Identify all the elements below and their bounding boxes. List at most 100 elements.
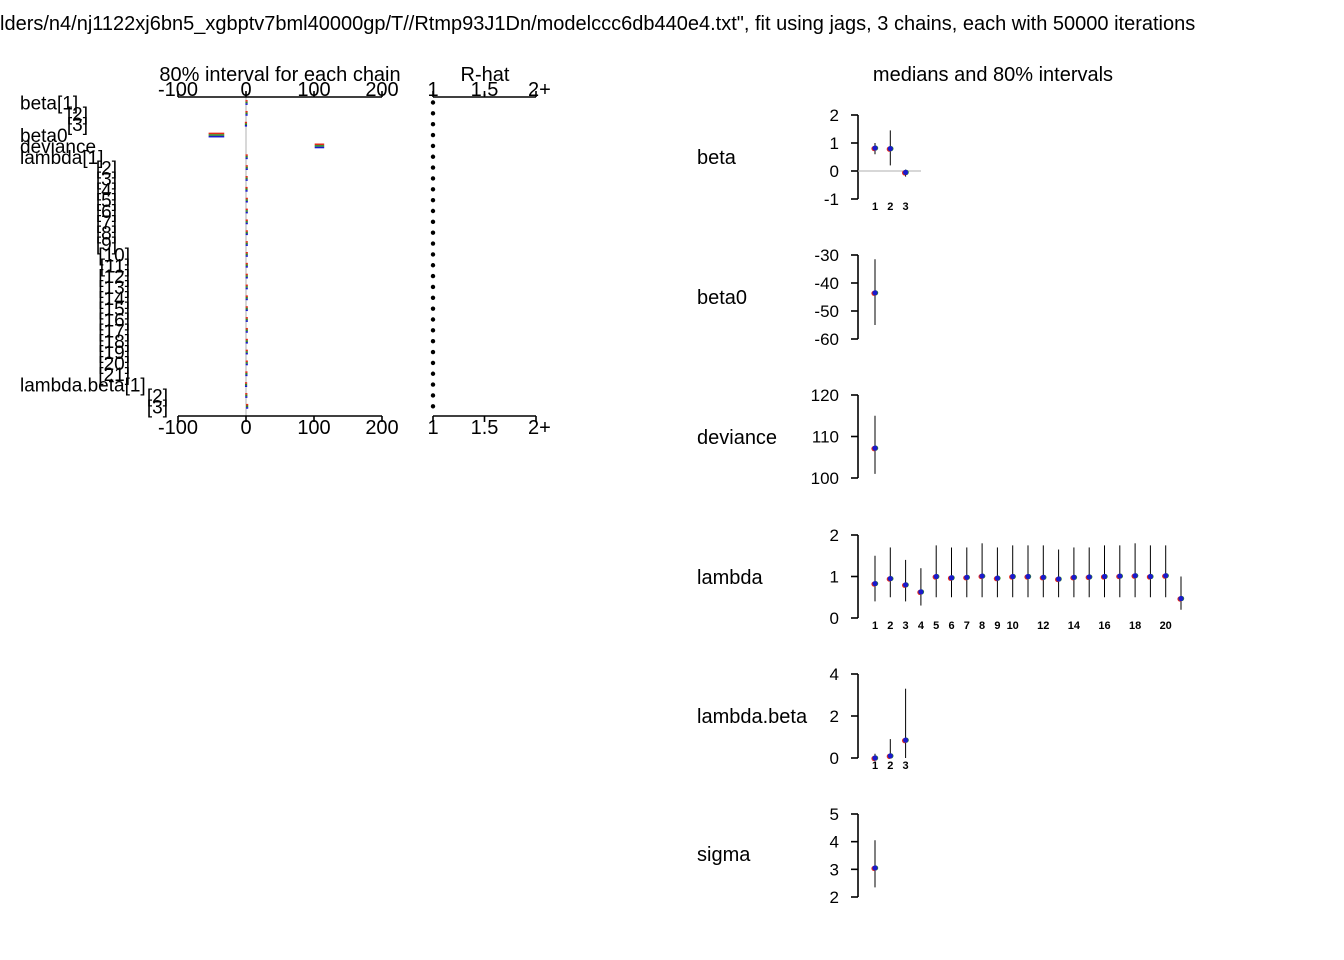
x-tick-label: 1 xyxy=(872,620,878,632)
parameter-label: [17] xyxy=(98,321,130,342)
rhat-panel: 1 1.5 2+ 1 1.5 2+ xyxy=(427,79,550,439)
parameter-label: [12] xyxy=(98,267,130,288)
rhat-tick-label-bottom: 1 xyxy=(427,417,438,439)
parameter-label: [2] xyxy=(147,386,168,407)
parameter-label: [10] xyxy=(98,245,130,266)
interval-tick-label-bottom: -100 xyxy=(158,417,198,439)
rhat-point xyxy=(430,306,436,311)
rhat-point xyxy=(430,111,436,116)
rhat-point xyxy=(430,187,436,192)
y-tick-label: 0 xyxy=(830,749,839,768)
parameter-label: [6] xyxy=(96,202,117,223)
rhat-tick-label-top: 2+ xyxy=(528,79,551,101)
param-plot-beta0: beta0 -30 -40 -50 -60 xyxy=(697,246,879,349)
parameter-label: [5] xyxy=(96,191,117,212)
median-point xyxy=(872,755,878,761)
parameter-label: lambda[1] xyxy=(20,148,103,169)
parameter-label: [13] xyxy=(98,278,130,299)
rhat-point xyxy=(430,165,436,170)
y-tick-label: 2 xyxy=(830,707,839,726)
y-tick-label: -1 xyxy=(824,190,839,209)
y-tick-label: 5 xyxy=(830,805,839,824)
rhat-tick-label-top: 1.5 xyxy=(471,79,499,101)
rhat-point xyxy=(430,382,436,387)
rhat-point xyxy=(430,273,436,279)
parameter-label: [14] xyxy=(98,289,130,310)
median-point xyxy=(887,575,893,582)
param-name: deviance xyxy=(697,427,777,449)
rhat-point xyxy=(430,295,436,300)
rhat-point xyxy=(430,349,436,355)
x-tick-label: 2 xyxy=(887,760,893,772)
rhat-point xyxy=(430,252,436,257)
parameter-label: [11] xyxy=(100,256,130,277)
parameter-label: [18] xyxy=(98,332,130,353)
median-point xyxy=(1010,573,1016,580)
median-point xyxy=(872,145,878,151)
interval-tick-label-top: 200 xyxy=(365,79,398,101)
median-point xyxy=(887,146,893,152)
chain-interval-panel: -100 0 100 200-100 0 100 200beta[1][2][3]beta0… xyxy=(20,79,399,439)
rhat-point xyxy=(430,143,436,149)
rhat-point xyxy=(430,197,436,203)
interval-tick-label-bottom: 0 xyxy=(240,417,251,439)
rhat-point xyxy=(430,404,436,409)
rhat-tick-label-bottom: 2+ xyxy=(528,417,551,439)
parameter-label: beta[1] xyxy=(20,94,78,115)
median-point xyxy=(903,582,909,588)
parameter-label: [8] xyxy=(96,224,117,245)
interval-panel-title: 80% interval for each chain xyxy=(159,64,400,86)
parameter-label: [2] xyxy=(96,159,117,180)
rhat-point xyxy=(430,263,436,268)
x-tick-label: 9 xyxy=(994,620,1000,632)
medians-panel-title: medians and 80% intervals xyxy=(873,64,1113,86)
x-tick-label: 2 xyxy=(887,620,893,632)
interval-tick-label-bottom: 200 xyxy=(365,417,398,439)
parameter-label: [4] xyxy=(96,180,117,201)
parameter-label: [15] xyxy=(98,300,130,321)
rhat-panel-title: R-hat xyxy=(461,64,510,86)
rhat-point xyxy=(430,241,436,246)
median-point xyxy=(1056,576,1062,582)
median-point xyxy=(872,865,878,871)
x-tick-label: 12 xyxy=(1037,620,1049,632)
x-tick-label: 7 xyxy=(964,620,970,632)
x-tick-label: 3 xyxy=(903,620,909,632)
median-point xyxy=(948,575,955,581)
y-tick-label: 4 xyxy=(830,665,839,684)
param-name: beta xyxy=(697,147,737,169)
parameter-label: [9] xyxy=(96,235,117,256)
parameter-label: beta0 xyxy=(20,126,68,147)
median-point xyxy=(1086,574,1092,580)
interval-tick-label-top: 100 xyxy=(297,79,330,101)
rhat-point xyxy=(430,132,436,138)
median-point xyxy=(903,737,909,743)
rhat-point xyxy=(430,284,436,290)
param-plot-deviance: deviance 120 110 100 xyxy=(697,386,879,488)
rhat-point xyxy=(430,100,436,105)
rhat-point xyxy=(430,393,436,398)
y-tick-label: 110 xyxy=(812,428,839,447)
median-point xyxy=(872,445,878,451)
parameter-label: [3] xyxy=(67,115,88,136)
x-tick-label: 16 xyxy=(1098,620,1110,632)
parameter-label: [7] xyxy=(96,213,117,234)
y-tick-label: 2 xyxy=(830,106,839,125)
median-point xyxy=(1132,573,1138,579)
x-tick-label: 6 xyxy=(948,620,954,632)
y-tick-label: 120 xyxy=(811,386,839,405)
x-tick-label: 20 xyxy=(1160,620,1172,632)
median-point xyxy=(1117,573,1123,579)
parameter-label: [3] xyxy=(147,397,168,418)
x-tick-label: 2 xyxy=(887,201,893,213)
median-point xyxy=(979,573,985,579)
rhat-point xyxy=(430,328,436,333)
y-tick-label: -40 xyxy=(814,274,839,293)
x-tick-label: 3 xyxy=(903,201,909,213)
x-tick-label: 14 xyxy=(1068,620,1081,632)
median-point xyxy=(1147,573,1153,580)
median-point xyxy=(1025,573,1031,580)
y-tick-label: 2 xyxy=(830,888,839,907)
